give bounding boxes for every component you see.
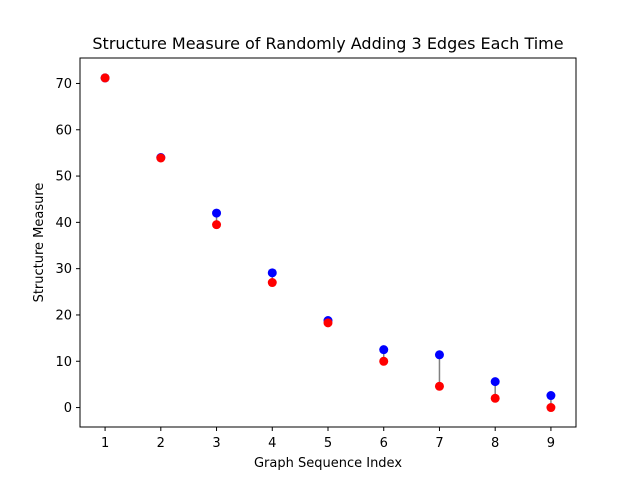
red-point — [323, 318, 333, 328]
x-tick-label: 5 — [324, 436, 332, 451]
x-tick-label: 1 — [101, 436, 109, 451]
y-tick-label: 60 — [55, 123, 72, 138]
x-tick-label: 7 — [435, 436, 443, 451]
red-point — [379, 356, 389, 366]
blue-point — [490, 377, 500, 387]
y-tick-label: 20 — [55, 308, 72, 323]
red-point — [490, 393, 500, 403]
blue-point — [546, 391, 556, 401]
chart-title: Structure Measure of Randomly Adding 3 E… — [92, 34, 563, 53]
blue-point — [212, 208, 222, 218]
red-point — [156, 153, 166, 163]
x-axis: 1 2 3 4 5 6 7 8 9 — [101, 427, 555, 451]
y-tick-label: 70 — [55, 77, 72, 92]
x-tick-label: 3 — [212, 436, 220, 451]
blue-point — [379, 345, 389, 355]
y-tick-label: 50 — [55, 170, 72, 185]
y-axis: 0 10 20 30 40 50 60 70 — [55, 77, 80, 416]
y-tick-label: 10 — [55, 355, 72, 370]
x-tick-label: 8 — [491, 436, 499, 451]
y-tick-label: 30 — [55, 262, 72, 277]
y-tick-label: 40 — [55, 216, 72, 231]
blue-point — [434, 350, 444, 360]
y-tick-label: 0 — [64, 401, 72, 416]
plot-area — [100, 73, 556, 413]
x-tick-label: 4 — [268, 436, 276, 451]
red-point — [434, 381, 444, 391]
axes-frame — [79, 57, 577, 428]
x-tick-label: 6 — [380, 436, 388, 451]
y-axis-label: Structure Measure — [32, 183, 47, 303]
red-point — [100, 73, 110, 83]
x-tick-label: 9 — [547, 436, 555, 451]
x-tick-label: 2 — [157, 436, 165, 451]
red-point — [212, 220, 222, 230]
x-axis-label: Graph Sequence Index — [254, 456, 402, 471]
red-point — [546, 403, 556, 413]
red-point — [267, 278, 277, 288]
blue-point — [267, 268, 277, 278]
